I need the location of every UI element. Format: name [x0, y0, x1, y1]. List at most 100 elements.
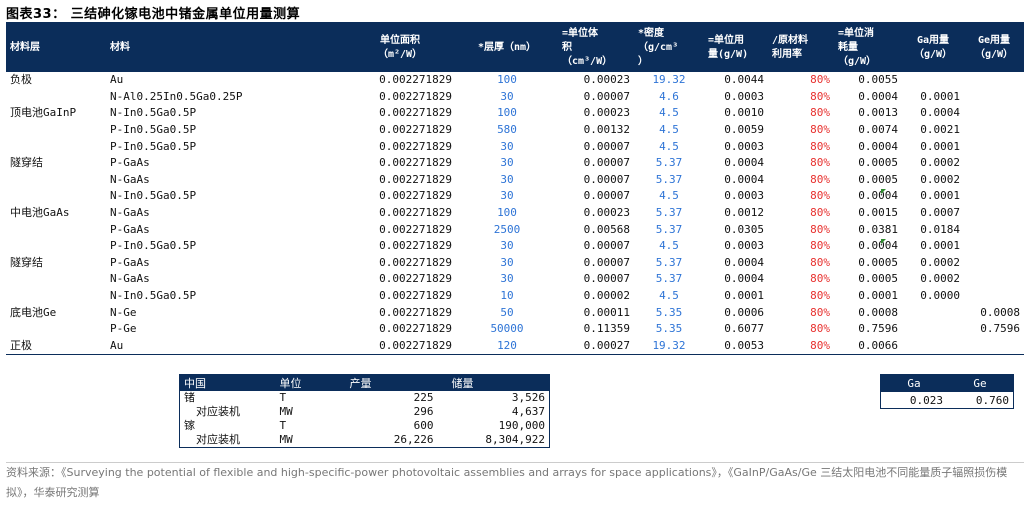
cell-volume: 0.00007: [583, 172, 630, 186]
cell-volume: 0.00007: [583, 272, 630, 286]
cell-area: 0.002271829: [379, 89, 452, 103]
header-area: 单位面积 （m²/W）: [344, 24, 456, 72]
cell-thickness: 30: [500, 255, 514, 269]
production-reserve: 190,000: [498, 419, 545, 432]
cell-ge: [964, 188, 1024, 205]
cell-volume: 0.00007: [583, 89, 630, 103]
header-utilization: /原材料 利用率: [768, 24, 834, 72]
production-unit: MW: [279, 405, 293, 418]
header-ge: Ge用量 （g/W）: [964, 24, 1024, 72]
cell-material: Au: [110, 73, 124, 87]
cell-consumption: 0.0005: [858, 272, 898, 286]
cell-consumption: 0.0001: [858, 289, 898, 303]
production-header-unit: 单位: [275, 374, 346, 391]
cell-thickness: 30: [500, 172, 514, 186]
cell-area: 0.002271829: [379, 156, 452, 170]
cell-consumption: 0.0381: [858, 222, 898, 236]
header-density: *密度 （g/cm³ ）: [634, 24, 704, 72]
cell-utilization: 80%: [810, 322, 830, 336]
cell-density: 5.37: [655, 272, 683, 286]
cell-area: 0.002271829: [379, 272, 452, 286]
cell-layer: 正极: [6, 337, 106, 356]
production-output: 296: [413, 405, 434, 418]
cell-thickness: 30: [500, 139, 514, 153]
cell-ga: [902, 337, 964, 356]
header-ga: Ga用量 （g/W）: [902, 24, 964, 72]
cell-material: N-Ge: [110, 305, 137, 319]
ratio-header-ga: Ga: [880, 374, 947, 392]
cell-usage: 0.0004: [724, 255, 764, 269]
cell-layer: [6, 138, 106, 155]
cell-ga: 0.0002: [920, 272, 960, 286]
production-output: 26,226: [393, 433, 434, 446]
cell-density: 5.37: [655, 206, 683, 220]
cell-usage: 0.0059: [724, 123, 764, 137]
table-row: P-GaAs 0.002271829 2500 0.00568 5.37 0.0305 80…: [6, 221, 1024, 238]
cell-ge: [964, 122, 1024, 139]
cell-layer: 顶电池GaInP: [10, 106, 77, 120]
cell-utilization: 80%: [810, 305, 830, 319]
cell-ge: [964, 288, 1024, 305]
table-row: N-Al0.25In0.5Ga0.25P 0.002271829 30 0.00007…: [6, 89, 1024, 106]
cell-usage: 0.0003: [724, 139, 764, 153]
table-row: N-In0.5Ga0.5P 0.002271829 10 0.00002 4.5 0.00…: [6, 288, 1024, 305]
cell-ge: [964, 155, 1024, 172]
production-output: 225: [413, 391, 434, 404]
cell-utilization: 80%: [810, 172, 830, 186]
cell-utilization: 80%: [810, 73, 830, 87]
cell-layer: [6, 321, 106, 338]
table-row: 正极 Au 0.002271829 120 0.00027 19.32 0.0053 80% 0…: [6, 337, 1024, 356]
cell-ge: [964, 238, 1024, 255]
production-row: 对应装机 MW 296 4,637: [180, 405, 550, 419]
cell-comment-marker: [881, 189, 886, 194]
cell-area: 0.002271829: [379, 289, 452, 303]
cell-volume: 0.00027: [558, 337, 634, 356]
cell-utilization: 80%: [810, 272, 830, 286]
cell-utilization: 80%: [810, 189, 830, 203]
cell-ga: 0.0002: [920, 255, 960, 269]
cell-consumption: 0.0004: [858, 239, 898, 253]
production-row: 对应装机 MW 26,226 8,304,922: [180, 433, 550, 448]
cell-density: 19.32: [652, 73, 686, 87]
cell-ga: 0.0001: [920, 189, 960, 203]
cell-consumption: 0.0005: [858, 172, 898, 186]
table-row: 底电池Ge N-Ge 0.002271829 50 0.00011 5.35 0.0006 8…: [6, 304, 1024, 321]
production-region: 对应装机: [196, 433, 240, 446]
cell-ge: [964, 89, 1024, 106]
cell-usage: 0.0003: [724, 89, 764, 103]
cell-material: N-GaAs: [110, 272, 150, 286]
cell-volume: 0.00007: [583, 239, 630, 253]
cell-thickness: 100: [497, 206, 517, 220]
cell-usage: 0.0012: [724, 206, 764, 220]
cell-volume: 0.00023: [583, 106, 630, 120]
production-unit: T: [279, 419, 287, 432]
cell-utilization: 80%: [810, 289, 830, 303]
cell-material: N-In0.5Ga0.5P: [110, 289, 197, 303]
cell-usage: 0.0003: [724, 189, 764, 203]
production-header-row: 中国 单位 产量 储量: [179, 374, 550, 391]
cell-utilization: 80%: [810, 222, 830, 236]
cell-density: 5.37: [655, 255, 683, 269]
cell-material: P-In0.5Ga0.5P: [110, 239, 197, 253]
cell-thickness: 30: [500, 189, 514, 203]
production-reserve: 3,526: [511, 391, 545, 404]
cell-volume: 0.00007: [583, 156, 630, 170]
cell-usage: 0.0010: [724, 106, 764, 120]
cell-density: 4.5: [659, 239, 679, 253]
cell-usage: 0.0305: [724, 222, 764, 236]
cell-consumption: 0.0015: [858, 206, 898, 220]
cell-thickness: 30: [500, 272, 514, 286]
production-region: 镓: [184, 419, 195, 432]
cell-volume: 0.00002: [583, 289, 630, 303]
cell-ga: 0.0001: [920, 139, 960, 153]
cell-material: N-Al0.25In0.5Ga0.25P: [110, 89, 243, 103]
cell-area: 0.002271829: [379, 73, 452, 87]
cell-area: 0.002271829: [379, 139, 452, 153]
cell-ge: [964, 205, 1024, 222]
cell-utilization: 80%: [768, 337, 834, 356]
table-row: 隧穿结 P-GaAs 0.002271829 30 0.00007 5.37 0.0004 8…: [6, 255, 1024, 272]
header-consumption: =单位消 耗量 （g/W）: [834, 24, 902, 72]
source-note: 资料来源：《Surveying the potential of flexibl…: [6, 462, 1024, 503]
cell-utilization: 80%: [810, 255, 830, 269]
cell-ga: [902, 304, 964, 321]
